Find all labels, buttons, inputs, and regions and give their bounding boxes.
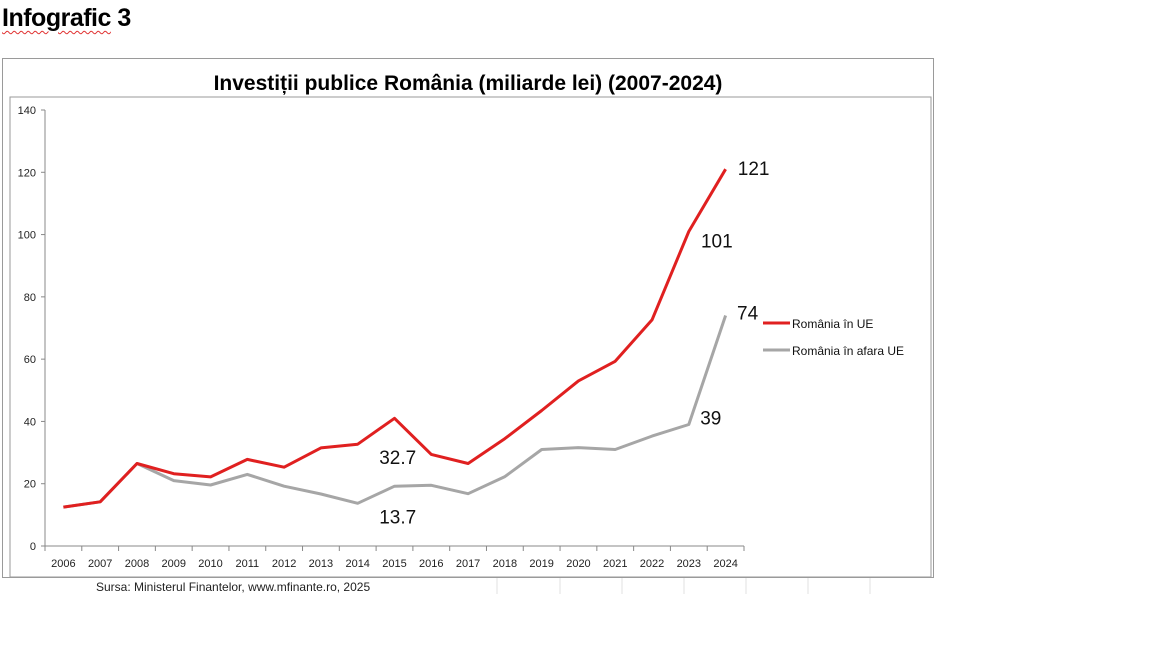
data-label: 39 (700, 409, 721, 430)
chart-area[interactable] (2, 58, 934, 578)
x-tick-label: 2012 (272, 558, 296, 570)
series-line-romania-in-afara-ue (63, 315, 728, 509)
data-label: 13.7 (379, 507, 416, 528)
heading-word: Infografic (2, 4, 111, 32)
x-tick-label: 2015 (382, 558, 406, 570)
data-labels: 32.7 13.7 101 39 121 74 (379, 159, 769, 528)
series-layer (63, 168, 728, 509)
x-tick-label: 2019 (529, 558, 553, 570)
chart-title: Investiții publice România (miliarde lei… (214, 72, 723, 95)
x-tick-label: 2020 (566, 558, 590, 570)
data-label: 32.7 (379, 448, 416, 469)
y-tick-label: 100 (18, 230, 36, 242)
x-tick-label: 2011 (236, 558, 260, 570)
x-tick-label: 2008 (125, 558, 149, 570)
line-chart: Investiții publice România (miliarde lei… (9, 72, 932, 578)
x-tick-label: 2009 (162, 558, 186, 570)
x-tick-label: 2007 (88, 558, 112, 570)
y-tick-label: 0 (30, 541, 36, 553)
series-line-romania-in-ue (63, 168, 727, 509)
sheet-gridlines (496, 578, 871, 594)
page-heading: Infografic 3 (2, 4, 131, 33)
y-tick-label: 60 (24, 354, 36, 366)
x-tick-label: 2017 (456, 558, 480, 570)
x-tick-label: 2014 (345, 558, 369, 570)
axes: 0 20 40 60 80 100 120 140 2006 2007 2008 2009 2010 20… (18, 105, 745, 570)
data-label: 74 (737, 304, 759, 325)
x-tick-label: 2023 (677, 558, 701, 570)
heading-number: 3 (117, 4, 131, 32)
x-tick-label: 2018 (493, 558, 517, 570)
x-tick-label: 2013 (309, 558, 333, 570)
y-tick-label: 20 (24, 479, 36, 491)
legend: România în UE România în afara UE (763, 317, 904, 358)
legend-entry: România în afara UE (792, 344, 904, 358)
x-tick-label: 2024 (713, 558, 737, 570)
x-tick-label: 2022 (640, 558, 664, 570)
data-label: 121 (738, 159, 770, 180)
y-tick-label: 40 (24, 416, 36, 428)
y-tick-label: 140 (18, 105, 36, 117)
x-tick-label: 2006 (51, 558, 75, 570)
data-label: 101 (701, 231, 733, 252)
x-tick-label: 2016 (419, 558, 443, 570)
y-tick-label: 120 (18, 167, 36, 179)
plot-area-border (9, 96, 932, 578)
x-tick-label: 2010 (198, 558, 222, 570)
legend-entry: România în UE (792, 317, 873, 331)
source-note: Sursa: Ministerul Finantelor, www.mfinan… (96, 580, 371, 594)
x-tick-label: 2021 (603, 558, 627, 570)
y-tick-label: 80 (24, 292, 36, 304)
